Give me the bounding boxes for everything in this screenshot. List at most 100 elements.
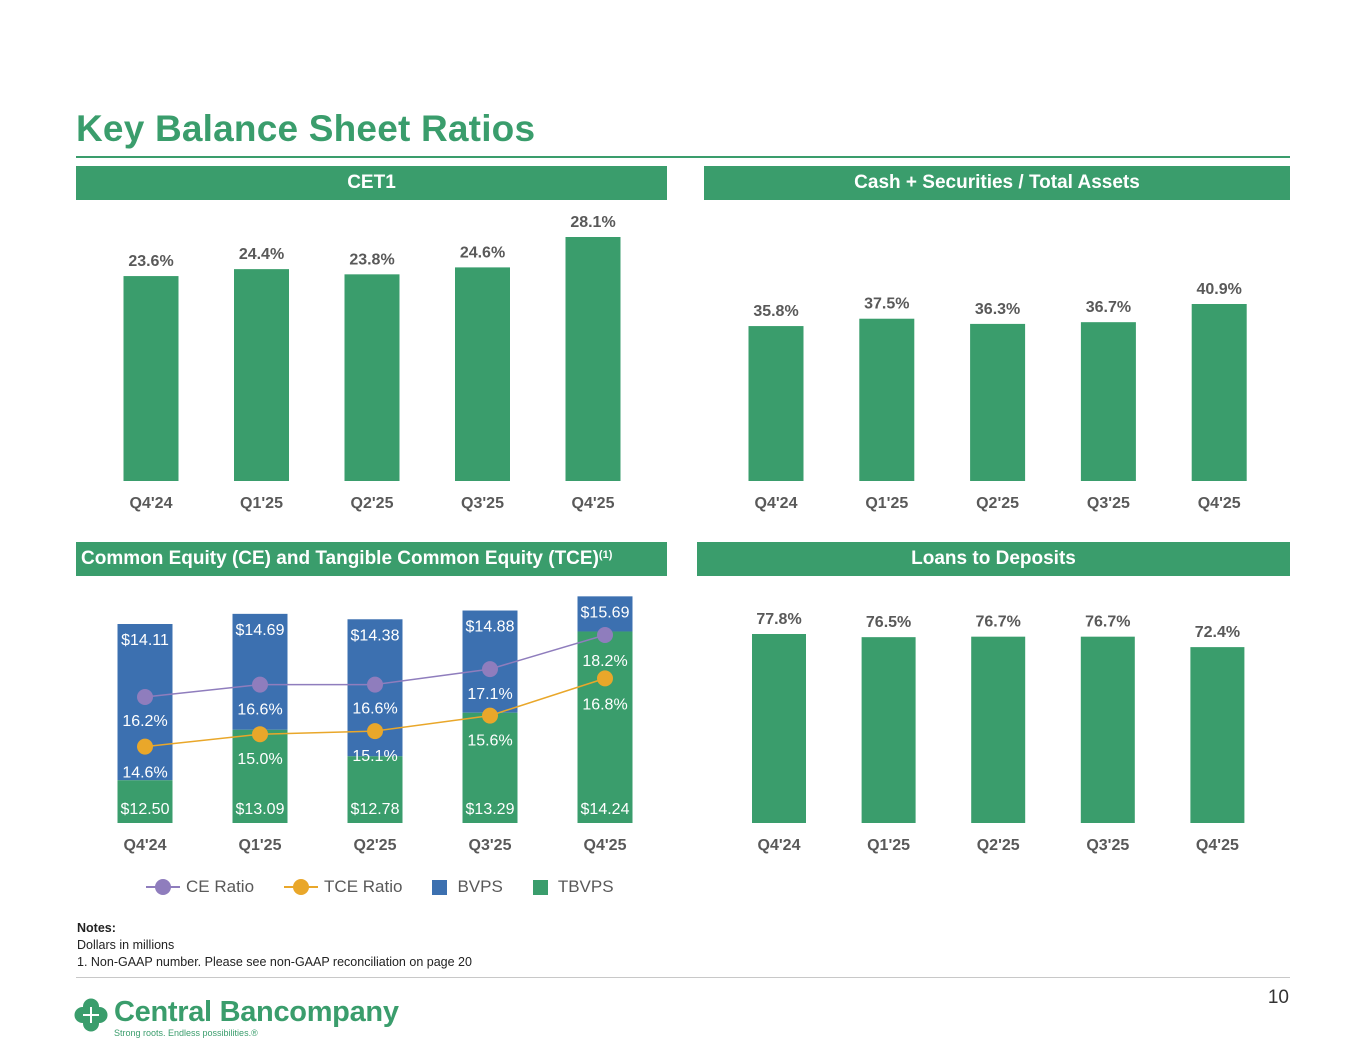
equity-category-label: Q4'25: [584, 837, 627, 854]
loans-value-label: 77.8%: [756, 611, 801, 628]
notes-line: 1. Non-GAAP number. Please see non-GAAP …: [77, 955, 472, 969]
bvps-value-label: $15.69: [581, 604, 630, 621]
equity-category-label: Q1'25: [239, 837, 282, 854]
tce-ratio-swatch: [284, 877, 319, 897]
equity-header: Common Equity (CE) and Tangible Common E…: [76, 542, 667, 576]
loans-category-label: Q2'25: [977, 837, 1020, 854]
title-divider: [76, 156, 1290, 158]
loans-value-label: 72.4%: [1195, 624, 1240, 641]
cet1-category-label: Q4'25: [572, 495, 615, 512]
ce-ratio-point: [252, 676, 268, 693]
tce-ratio-point: [482, 707, 498, 724]
notes: Notes: Dollars in millions 1. Non-GAAP n…: [77, 920, 472, 971]
ce-ratio-value-label: 16.6%: [352, 701, 397, 718]
tbvps-value-label: $13.29: [466, 801, 515, 818]
loans-category-label: Q4'25: [1196, 837, 1239, 854]
bvps-value-label: $14.11: [121, 632, 169, 649]
loans-category-label: Q3'25: [1086, 837, 1129, 854]
equity-legend: CE Ratio TCE Ratio BVPS TBVPS: [146, 877, 644, 897]
tbvps-swatch: [532, 879, 548, 895]
cet1-value-label: 24.4%: [239, 246, 284, 263]
cet1-value-label: 24.6%: [460, 244, 505, 261]
company-logo: Central Bancompany Strong roots. Endless…: [74, 996, 399, 1038]
cash-bar: [970, 323, 1026, 481]
cash-value-label: 37.5%: [864, 296, 909, 313]
tce-ratio-point: [597, 670, 613, 687]
loans-category-label: Q1'25: [867, 837, 910, 854]
clover-icon: [74, 998, 108, 1032]
tce-ratio-value-label: 15.0%: [237, 751, 282, 768]
legend-tce-ratio-label: TCE Ratio: [324, 877, 403, 896]
page-title: Key Balance Sheet Ratios: [76, 108, 536, 149]
ce-ratio-point: [367, 676, 383, 693]
ce-ratio-value-label: 18.2%: [582, 653, 627, 670]
bvps-value-label: $14.38: [351, 627, 400, 644]
legend-bvps-label: BVPS: [457, 877, 503, 896]
tce-ratio-value-label: 16.8%: [582, 696, 627, 713]
legend-tbvps-label: TBVPS: [557, 877, 614, 896]
legend-tce-ratio: TCE Ratio: [284, 877, 402, 897]
cash-header: Cash + Securities / Total Assets: [704, 166, 1290, 200]
bvps-value-label: $14.88: [466, 619, 515, 636]
tbvps-bar-segment: [117, 780, 173, 823]
page-number: 10: [1267, 987, 1289, 1008]
cet1-value-label: 28.1%: [570, 214, 615, 231]
loans-value-label: 76.5%: [866, 614, 911, 631]
tbvps-value-label: $14.24: [581, 801, 630, 818]
equity-header-label: Common Equity (CE) and Tangible Common E…: [81, 548, 599, 569]
ce-ratio-value-label: 16.6%: [237, 702, 282, 719]
loans-bar: [752, 634, 806, 823]
equity-category-label: Q3'25: [469, 837, 512, 854]
cet1-value-label: 23.8%: [349, 251, 394, 268]
cash-bar: [859, 318, 915, 481]
cet1-bar: [234, 269, 289, 481]
tce-ratio-value-label: 14.6%: [122, 765, 167, 782]
ce-ratio-point: [597, 627, 613, 643]
loans-header: Loans to Deposits: [697, 542, 1290, 576]
legend-ce-ratio-label: CE Ratio: [186, 877, 255, 896]
tce-ratio-point: [367, 723, 383, 740]
loans-bar: [1190, 647, 1245, 823]
cet1-header: CET1: [76, 166, 667, 200]
cash-bar: [1080, 322, 1136, 481]
loans-header-label: Loans to Deposits: [911, 548, 1076, 569]
cet1-category-label: Q1'25: [240, 495, 283, 512]
cet1-category-label: Q2'25: [351, 495, 394, 512]
loans-bar: [1080, 636, 1135, 823]
cet1-header-label: CET1: [347, 172, 396, 193]
equity-category-label: Q4'24: [124, 837, 167, 854]
cash-category-label: Q3'25: [1087, 495, 1130, 512]
bvps-value-label: $14.69: [236, 622, 285, 639]
loans-category-label: Q4'24: [758, 837, 801, 854]
cash-value-label: 36.3%: [975, 301, 1020, 318]
tce-ratio-point: [137, 738, 153, 755]
cet1-bar: [123, 276, 179, 481]
loans-value-label: 76.7%: [1085, 614, 1130, 631]
footer-divider: [76, 977, 1290, 978]
legend-ce-ratio: CE Ratio: [146, 877, 254, 897]
legend-bvps: BVPS: [432, 877, 503, 897]
cet1-bar: [565, 237, 621, 481]
cet1-value-label: 23.6%: [128, 253, 173, 270]
tbvps-value-label: $12.50: [121, 801, 170, 818]
tce-ratio-value-label: 15.1%: [352, 748, 397, 765]
loans-bar: [971, 636, 1026, 823]
equity-header-footnote: (1): [598, 549, 613, 561]
cet1-category-label: Q3'25: [461, 495, 504, 512]
ce-ratio-point: [482, 661, 498, 678]
cash-value-label: 36.7%: [1086, 299, 1131, 316]
cash-category-label: Q4'25: [1198, 495, 1241, 512]
tbvps-value-label: $12.78: [351, 801, 400, 818]
legend-tbvps: TBVPS: [532, 877, 614, 897]
ce-ratio-point: [137, 689, 153, 705]
cet1-bar: [455, 267, 510, 481]
bvps-bar-segment: [232, 613, 288, 730]
cash-category-label: Q2'25: [976, 495, 1019, 512]
notes-line: Dollars in millions: [77, 938, 175, 952]
tce-ratio-value-label: 15.6%: [467, 733, 512, 750]
cash-value-label: 40.9%: [1197, 281, 1242, 298]
equity-category-label: Q2'25: [354, 837, 397, 854]
logo-name: Central Bancompany: [114, 996, 399, 1028]
ce-ratio-swatch: [146, 877, 180, 897]
